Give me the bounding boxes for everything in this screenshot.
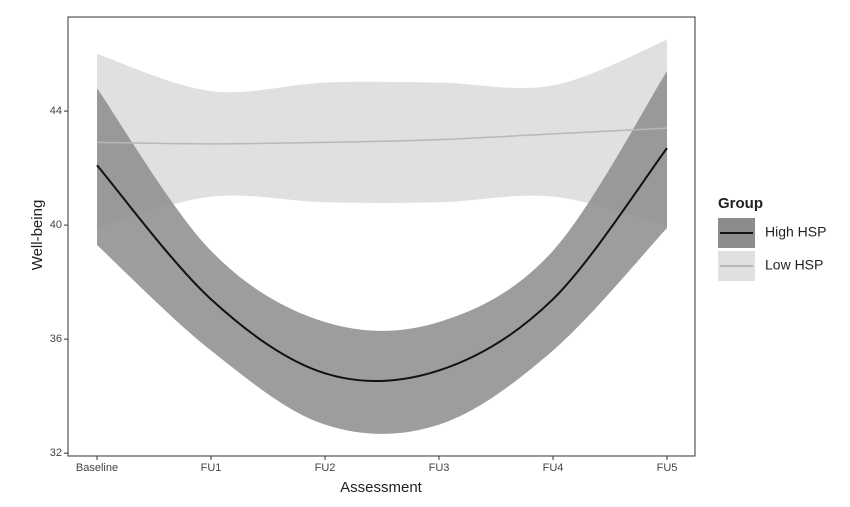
y-tick-label: 32	[50, 447, 62, 459]
confidence-band	[97, 71, 667, 434]
series-line	[96, 127, 668, 145]
x-tick-label: FU2	[315, 462, 336, 474]
y-tick-label: 36	[50, 333, 62, 345]
confidence-band	[97, 39, 667, 228]
series-line	[96, 147, 668, 383]
y-tick-label: 44	[50, 105, 62, 117]
x-tick-label: FU3	[429, 462, 450, 474]
x-tick-label: FU5	[657, 462, 678, 474]
legend-label: Low HSP	[765, 257, 823, 273]
y-tick-label: 40	[50, 219, 62, 231]
x-tick-label: FU1	[201, 462, 222, 474]
legend-title: Group	[718, 195, 763, 212]
x-axis-label: Assessment	[340, 479, 423, 496]
x-tick-label: FU4	[543, 462, 564, 474]
plot-border	[67, 16, 696, 457]
legend-label: High HSP	[765, 224, 826, 240]
y-axis-label: Well-being	[29, 200, 46, 271]
x-tick-label: Baseline	[76, 462, 118, 474]
